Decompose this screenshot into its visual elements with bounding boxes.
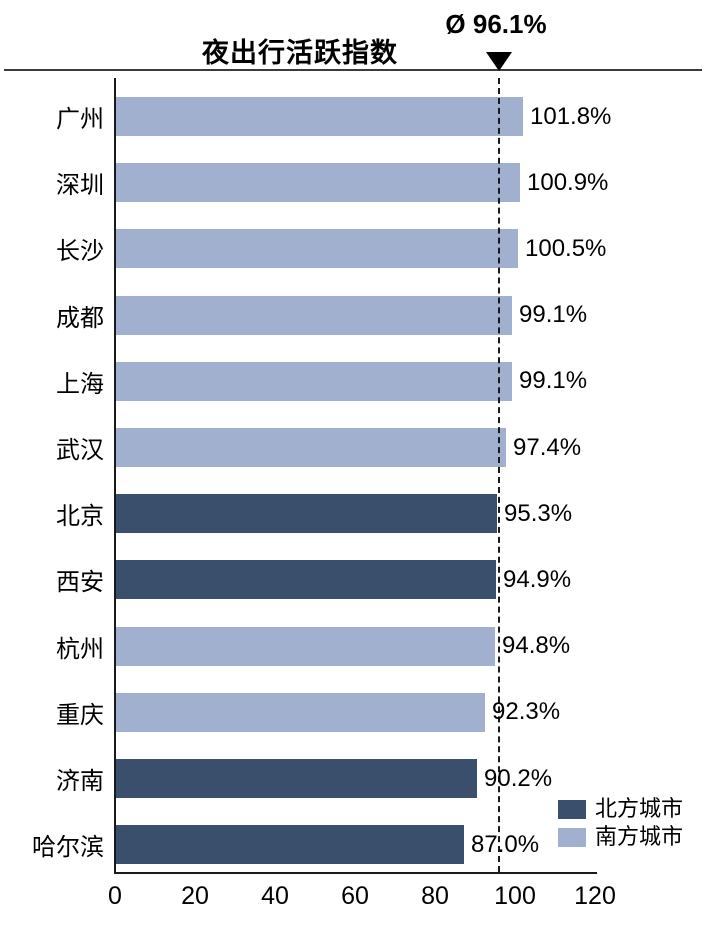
category-label: 杭州: [56, 635, 104, 663]
x-tick-label: 40: [261, 882, 289, 910]
bar: [116, 692, 485, 732]
bar: [116, 163, 520, 203]
value-label: 99.1%: [519, 301, 588, 329]
x-tick-label: 20: [181, 882, 209, 910]
category-label: 上海: [56, 370, 104, 398]
legend-swatch-icon: [558, 799, 586, 819]
bar: [116, 428, 506, 467]
legend: 北方城市 南方城市: [558, 796, 684, 855]
value-label: 95.3%: [504, 499, 573, 527]
bar: [116, 560, 496, 600]
value-label: 92.3%: [492, 698, 561, 726]
legend-item: 北方城市: [558, 796, 684, 821]
x-axis-line: [114, 872, 597, 874]
category-label: 深圳: [56, 172, 104, 200]
value-label: 101.8%: [530, 102, 612, 130]
bar: [116, 759, 477, 798]
title-underline: [4, 69, 702, 71]
category-label: 长沙: [56, 238, 104, 266]
value-label: 99.1%: [519, 367, 588, 395]
average-value-label: Ø 96.1%: [445, 9, 547, 39]
value-label: 100.9%: [527, 168, 609, 196]
category-label: 哈尔滨: [32, 834, 104, 862]
bar: [116, 361, 512, 401]
bar: [116, 626, 495, 666]
category-label: 广州: [56, 106, 104, 133]
bar: [116, 229, 518, 269]
x-tick-label: 60: [341, 882, 369, 910]
legend-swatch-icon: [558, 827, 586, 847]
category-label: 西安: [56, 569, 104, 597]
category-label: 武汉: [56, 437, 104, 464]
category-label: 北京: [56, 503, 104, 531]
average-marker-triangle-icon: [486, 52, 512, 71]
legend-label: 北方城市: [595, 796, 684, 821]
bar: [116, 97, 523, 136]
legend-label: 南方城市: [595, 824, 684, 849]
x-tick-label: 120: [574, 882, 616, 910]
y-axis-line: [114, 78, 116, 874]
value-label: 94.8%: [502, 632, 571, 660]
value-label: 100.5%: [525, 234, 607, 262]
average-dashed-line: [498, 78, 500, 872]
bar: [116, 494, 497, 534]
x-tick-label: 80: [421, 882, 449, 910]
category-label: 重庆: [56, 701, 104, 729]
category-label: 济南: [56, 768, 104, 795]
x-tick-label: 0: [108, 882, 122, 910]
value-label: 87.0%: [471, 830, 540, 858]
x-tick-label: 100: [494, 882, 536, 910]
bar: [116, 295, 512, 335]
legend-item: 南方城市: [558, 824, 684, 849]
bar: [116, 825, 464, 865]
value-label: 90.2%: [484, 764, 553, 792]
value-label: 97.4%: [513, 433, 582, 461]
chart-title: 夜出行活跃指数: [202, 38, 398, 68]
value-label: 94.9%: [503, 565, 572, 593]
category-label: 成都: [56, 304, 104, 332]
